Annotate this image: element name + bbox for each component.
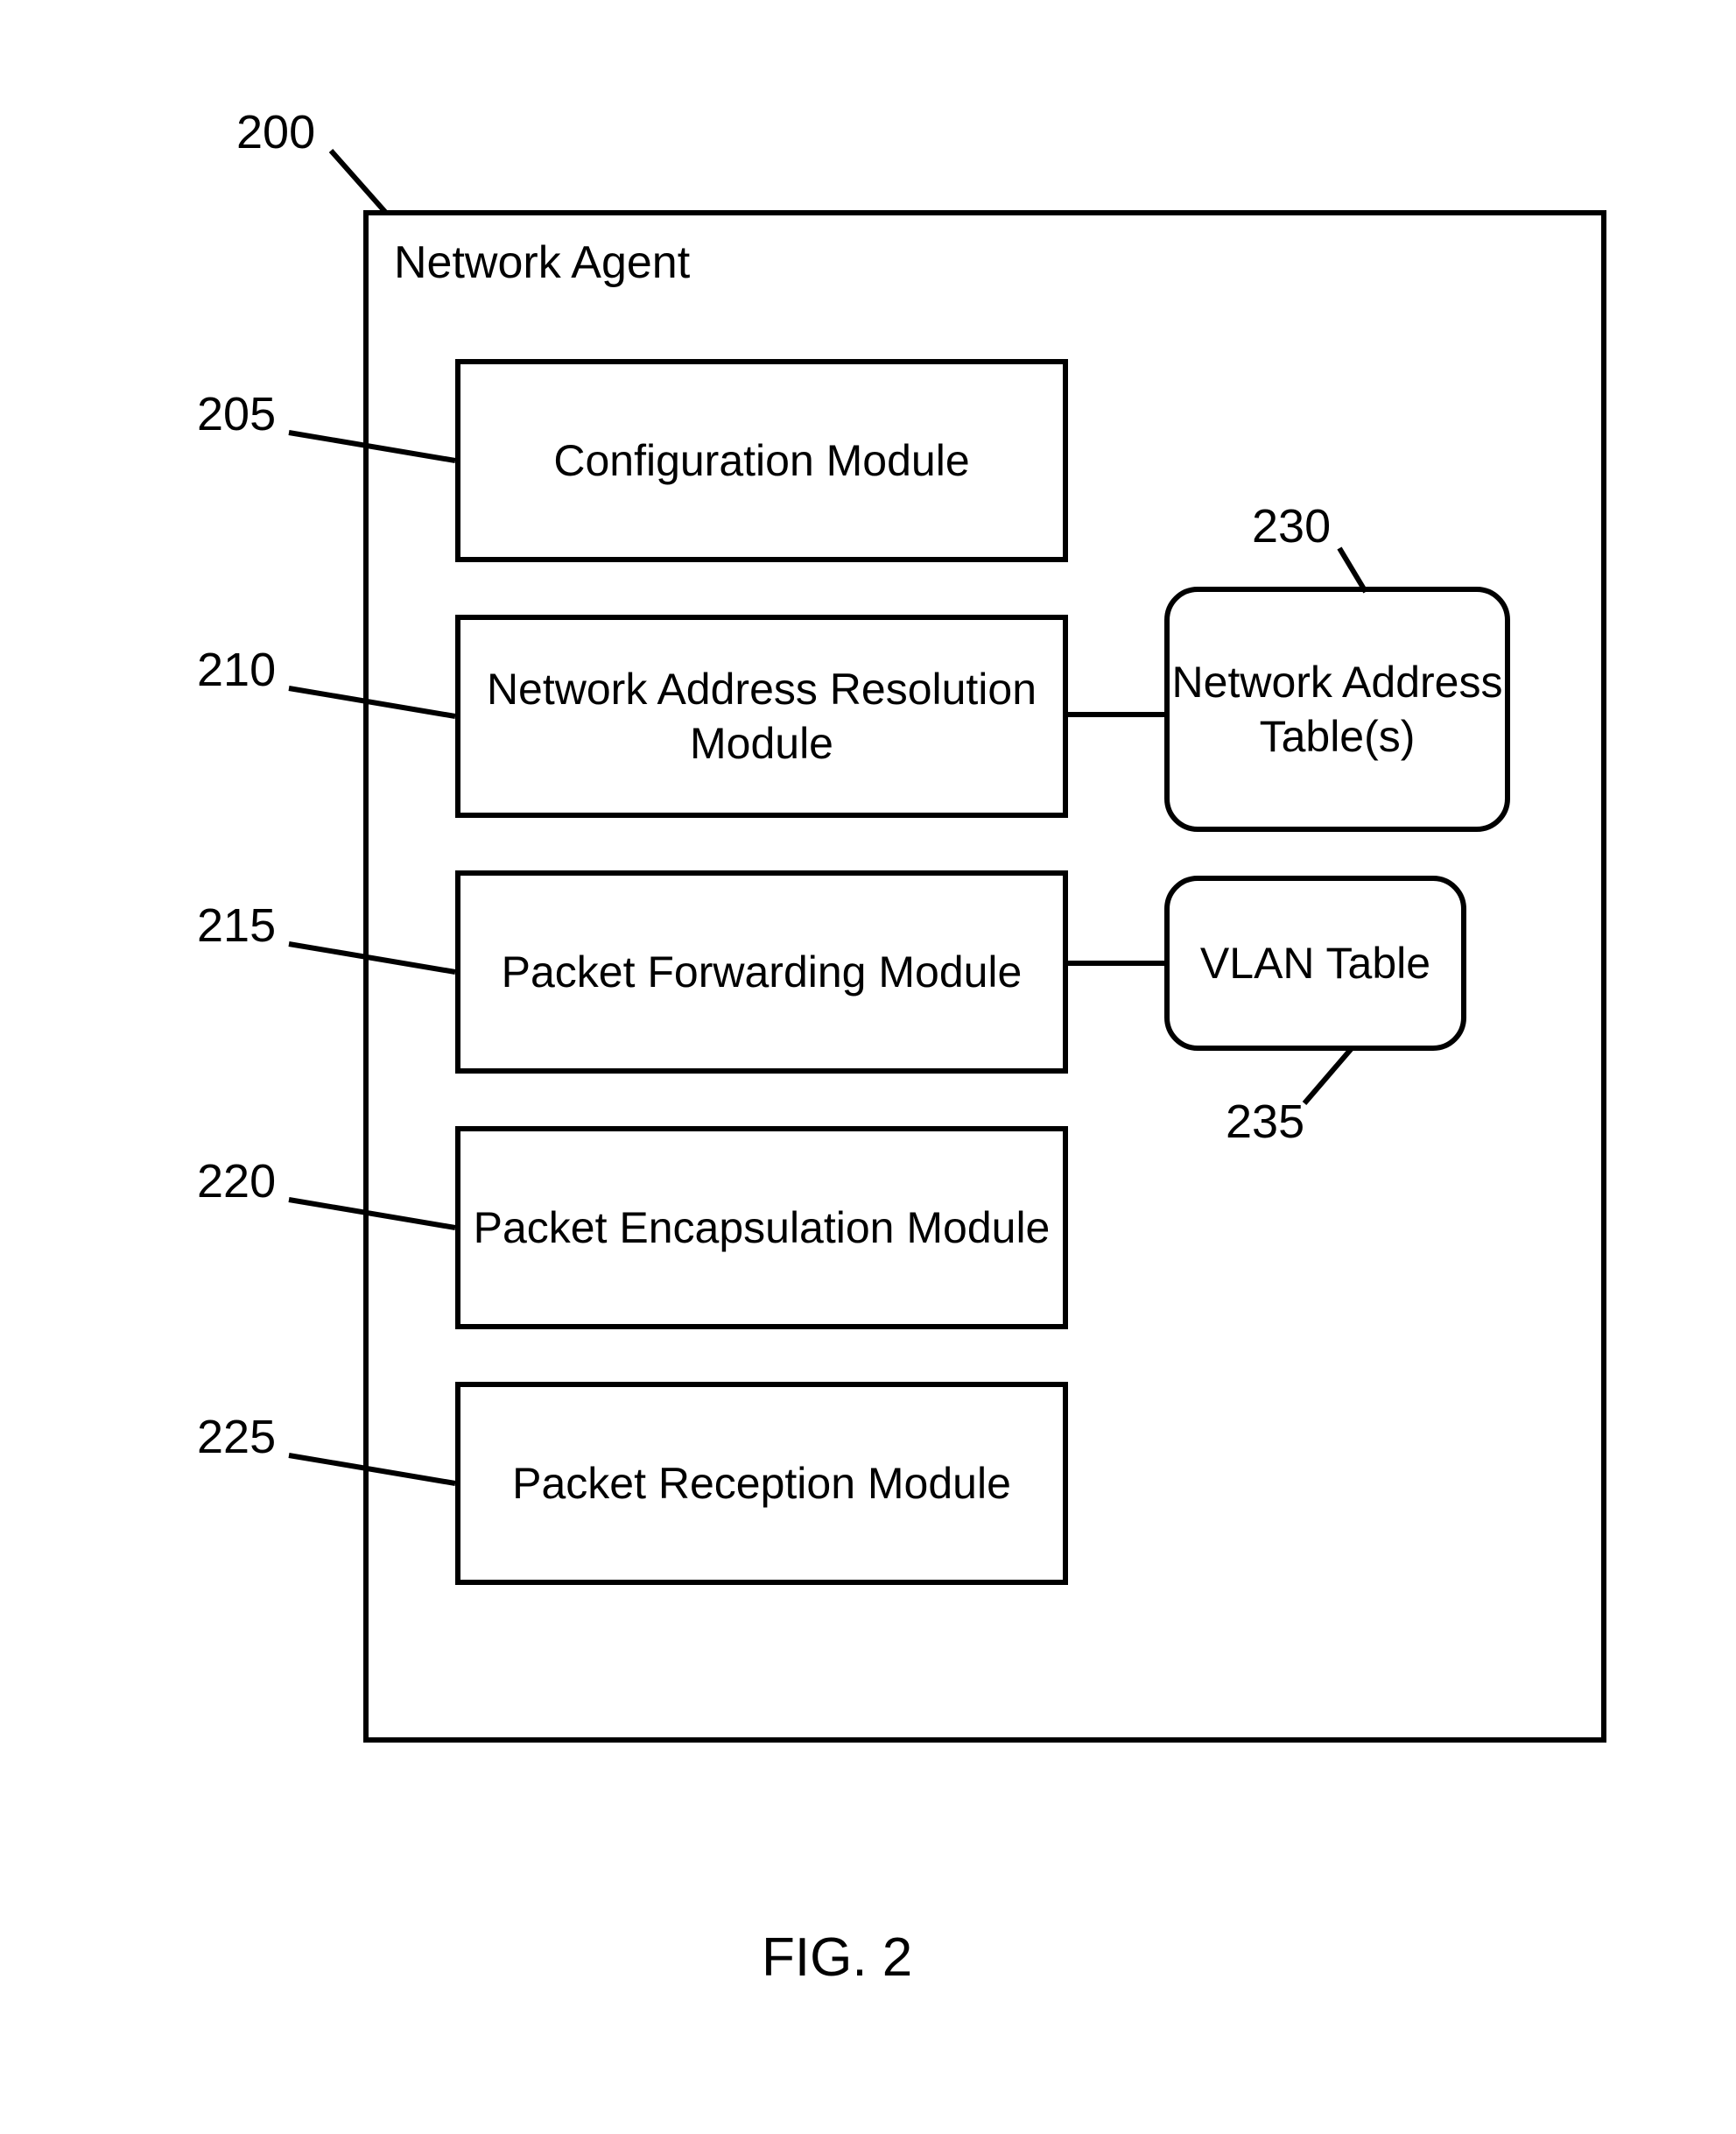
connector-210-230 [1068,712,1164,717]
ref-210: 210 [197,643,276,697]
module-packet-forwarding: Packet Forwarding Module [455,870,1068,1074]
figure-caption: FIG. 2 [762,1926,912,1989]
ref-235: 235 [1226,1095,1304,1149]
module-label: Network Address Resolution Module [460,662,1063,771]
ref-220: 220 [197,1154,276,1208]
ref-205: 205 [197,387,276,441]
module-label: Packet Encapsulation Module [474,1201,1051,1256]
figure-canvas: Network Agent Configuration Module Netwo… [0,0,1736,2134]
module-packet-encapsulation: Packet Encapsulation Module [455,1126,1068,1329]
module-label: Packet Reception Module [512,1456,1011,1511]
ref-230: 230 [1252,499,1331,553]
module-packet-reception: Packet Reception Module [455,1382,1068,1585]
module-label: Configuration Module [553,433,969,489]
table-network-address: Network Address Table(s) [1164,587,1510,832]
table-vlan: VLAN Table [1164,876,1466,1051]
table-label: VLAN Table [1200,936,1430,991]
ref-225: 225 [197,1410,276,1464]
table-label: Network Address Table(s) [1170,655,1505,764]
container-title: Network Agent [394,236,690,289]
module-configuration: Configuration Module [455,359,1068,562]
module-label: Packet Forwarding Module [502,945,1023,1000]
ref-200: 200 [236,105,315,159]
connector-215-235 [1068,961,1164,966]
ref-215: 215 [197,898,276,953]
module-network-address-resolution: Network Address Resolution Module [455,615,1068,818]
